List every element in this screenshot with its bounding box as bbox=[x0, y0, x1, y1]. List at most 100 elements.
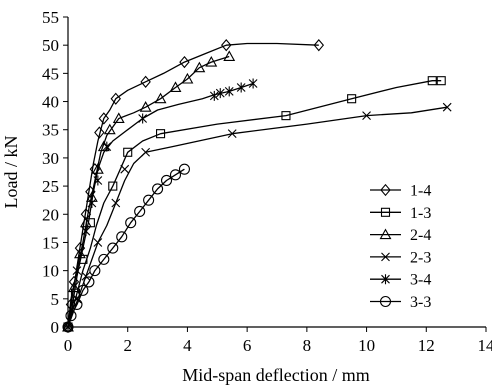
data-point-2-4 bbox=[154, 92, 167, 104]
data-point-3-4 bbox=[93, 175, 103, 186]
x-tick-label: 4 bbox=[183, 336, 192, 355]
data-point-3-4 bbox=[138, 113, 148, 124]
data-point-1-3 bbox=[156, 129, 166, 139]
series-1-4 bbox=[62, 39, 325, 334]
data-point-2-4 bbox=[205, 55, 218, 67]
data-point-1-3 bbox=[427, 76, 437, 86]
legend-marker bbox=[381, 274, 390, 285]
legend-marker bbox=[380, 183, 391, 197]
legend: 1-4 1-3 2-4 2-3 3-4 3-3 bbox=[370, 183, 431, 311]
legend-marker bbox=[380, 207, 391, 217]
legend-label: 1-3 bbox=[410, 205, 431, 222]
legend-label: 2-3 bbox=[410, 249, 431, 266]
x-tick-label: 10 bbox=[358, 336, 375, 355]
legend-marker bbox=[379, 295, 392, 308]
data-point-2-3 bbox=[111, 198, 121, 208]
series-3-4 bbox=[63, 78, 258, 332]
x-tick-label: 0 bbox=[64, 336, 73, 355]
data-point-1-3 bbox=[123, 147, 133, 157]
series-line-2-4 bbox=[67, 55, 230, 328]
y-tick-label: 35 bbox=[42, 121, 59, 140]
data-point-2-4 bbox=[169, 81, 182, 93]
y-tick-label: 30 bbox=[42, 149, 59, 168]
data-point-3-3 bbox=[178, 163, 190, 175]
data-point-1-3 bbox=[281, 111, 291, 121]
data-point-2-3 bbox=[227, 129, 237, 139]
data-point-1-4 bbox=[110, 92, 121, 105]
data-point-1-4 bbox=[221, 39, 232, 52]
data-point-2-4 bbox=[223, 50, 236, 62]
data-point-2-3 bbox=[442, 102, 452, 112]
data-point-1-4 bbox=[94, 126, 105, 139]
data-point-2-3 bbox=[141, 147, 151, 157]
data-point-3-4 bbox=[236, 82, 246, 93]
series-line-1-4 bbox=[67, 42, 319, 328]
data-point-3-3 bbox=[89, 265, 101, 277]
data-point-3-4 bbox=[102, 141, 112, 152]
legend-item-1-4: 1-4 bbox=[370, 183, 431, 200]
data-point-3-4 bbox=[81, 226, 91, 237]
data-point-2-3 bbox=[362, 111, 371, 121]
data-point-3-3 bbox=[169, 169, 182, 181]
y-tick-label: 55 bbox=[42, 8, 59, 27]
y-axis-title: Load / kN bbox=[1, 136, 21, 209]
data-point-3-3 bbox=[77, 284, 89, 296]
legend-item-1-3: 1-3 bbox=[370, 205, 431, 222]
series-3-3 bbox=[62, 163, 190, 333]
data-point-3-4 bbox=[215, 88, 225, 99]
y-tick-label: 25 bbox=[42, 177, 59, 196]
y-tick-label: 10 bbox=[42, 262, 59, 281]
series-line-3-4 bbox=[67, 82, 254, 328]
y-tick-label: 40 bbox=[42, 93, 59, 112]
data-point-2-4 bbox=[193, 61, 206, 73]
legend-item-3-3: 3-3 bbox=[370, 294, 431, 311]
x-tick-label: 2 bbox=[123, 336, 132, 355]
data-point-3-4 bbox=[209, 90, 219, 101]
data-point-3-3 bbox=[152, 183, 164, 195]
y-tick-label: 5 bbox=[51, 290, 60, 309]
data-point-2-4 bbox=[181, 72, 194, 84]
data-point-3-4 bbox=[224, 86, 234, 97]
series-layer bbox=[62, 39, 452, 334]
data-point-3-3 bbox=[143, 194, 155, 206]
data-point-1-4 bbox=[140, 75, 151, 88]
y-tick-label: 20 bbox=[42, 205, 59, 224]
data-point-2-4 bbox=[103, 123, 116, 135]
y-tick-label: 15 bbox=[42, 233, 59, 252]
data-point-1-4 bbox=[179, 55, 190, 69]
data-point-1-4 bbox=[98, 112, 110, 125]
data-point-3-4 bbox=[87, 198, 97, 208]
data-point-1-3 bbox=[436, 76, 446, 86]
legend-label: 1-4 bbox=[410, 183, 431, 200]
data-point-1-4 bbox=[313, 39, 325, 52]
legend-item-2-3: 2-3 bbox=[370, 249, 431, 266]
data-point-2-4 bbox=[112, 112, 125, 124]
data-point-3-3 bbox=[160, 174, 173, 187]
data-point-3-3 bbox=[98, 253, 110, 265]
legend-marker bbox=[381, 252, 390, 262]
data-point-3-3 bbox=[125, 217, 137, 229]
data-point-2-3 bbox=[81, 271, 91, 281]
x-tick-label: 8 bbox=[303, 336, 312, 355]
data-point-2-3 bbox=[120, 164, 130, 174]
data-point-1-3 bbox=[108, 181, 118, 191]
data-point-3-3 bbox=[65, 310, 77, 322]
x-tick-label: 6 bbox=[243, 336, 252, 355]
data-point-3-4 bbox=[248, 78, 258, 89]
data-point-3-3 bbox=[71, 298, 83, 311]
data-point-3-3 bbox=[116, 231, 128, 243]
legend-label: 2-4 bbox=[410, 227, 431, 244]
legend-item-2-4: 2-4 bbox=[370, 227, 431, 244]
axes-layer: 0 5 10 15 20 25 30 35 40 45 50 55 0 2 4 6 8 10 12 14 bbox=[42, 8, 492, 355]
series-line-1-3 bbox=[67, 80, 442, 328]
data-point-2-3 bbox=[93, 238, 103, 247]
legend-marker bbox=[379, 228, 392, 240]
series-2-3 bbox=[63, 102, 452, 332]
x-axis-title: Mid-span deflection / mm bbox=[182, 365, 369, 385]
data-point-2-4 bbox=[139, 101, 152, 112]
series-line-3-3 bbox=[67, 168, 185, 328]
y-tick-label: 45 bbox=[42, 64, 59, 83]
legend-label: 3-4 bbox=[410, 272, 431, 289]
data-point-3-4 bbox=[72, 265, 82, 276]
